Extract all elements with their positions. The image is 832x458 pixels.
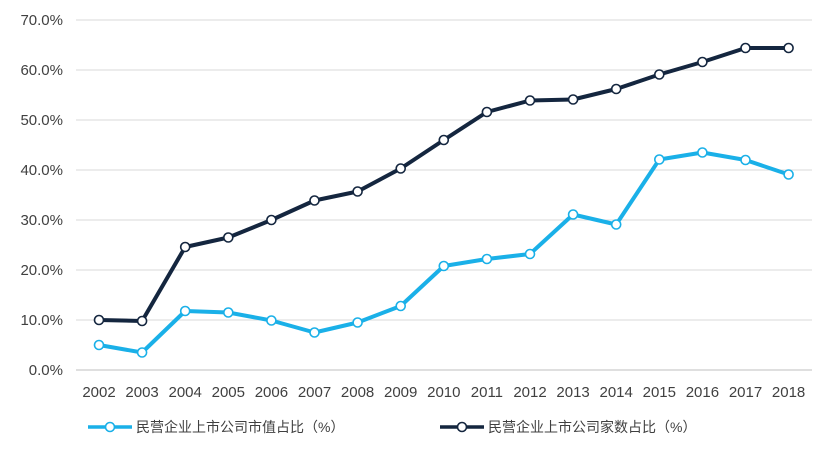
data-point [438, 134, 450, 146]
data-point [223, 307, 234, 318]
y-tick-label: 10.0% [20, 312, 63, 329]
data-point [567, 209, 579, 220]
data-point [352, 317, 363, 328]
data-point [266, 214, 277, 226]
legend-item: 民营企业上市公司家数占比（%） [440, 419, 696, 435]
y-tick-label: 50.0% [20, 112, 63, 129]
x-tick-label: 2017 [729, 384, 762, 401]
x-axis-tick-labels: 2002 2003 2004 2005 2006 2007 2008 2009 2010 2011… [82, 384, 805, 401]
data-point [481, 106, 493, 118]
series-line [97, 150, 791, 355]
series-line [97, 46, 791, 323]
gridlines [76, 19, 812, 371]
data-point [740, 154, 751, 166]
data-point [136, 347, 148, 358]
data-point [93, 314, 105, 326]
data-point [395, 163, 407, 174]
x-tick-label: 2007 [298, 384, 331, 401]
x-tick-label: 2011 [471, 384, 503, 401]
series-2 [93, 42, 794, 327]
y-tick-label: 70.0% [20, 12, 63, 29]
data-point [93, 339, 105, 351]
data-point [136, 315, 148, 327]
x-tick-label: 2012 [513, 384, 546, 401]
data-point [395, 300, 407, 312]
data-point [783, 169, 794, 180]
y-tick-label: 0.0% [29, 362, 63, 379]
x-tick-label: 2014 [600, 384, 633, 401]
data-point [740, 42, 751, 54]
data-point [309, 327, 320, 338]
data-point [697, 56, 708, 68]
data-point [524, 248, 536, 260]
series-lines [93, 42, 794, 358]
data-point [653, 69, 665, 80]
x-tick-label: 2010 [427, 384, 460, 401]
legend-label: 民营企业上市公司家数占比（%） [488, 419, 696, 435]
x-tick-label: 2018 [772, 384, 805, 401]
y-axis-tick-labels: 0.0% 10.0% 20.0% 30.0% 40.0% 50.0% 60.0% 70.0% [20, 12, 63, 379]
x-tick-label: 2009 [384, 384, 417, 401]
x-tick-label: 2004 [169, 384, 202, 401]
x-tick-label: 2008 [341, 384, 374, 401]
legend-label: 民营企业上市公司市值占比（%） [136, 419, 344, 435]
data-point [610, 219, 622, 230]
data-point [179, 241, 191, 253]
x-tick-label: 2016 [686, 384, 719, 401]
data-point [567, 94, 579, 105]
legend-marker [456, 421, 468, 433]
x-tick-label: 2013 [556, 384, 589, 401]
data-point [179, 305, 191, 317]
y-tick-label: 30.0% [20, 212, 63, 229]
data-point [524, 95, 536, 106]
data-point [697, 147, 708, 158]
legend-item: 民营企业上市公司市值占比（%） [88, 419, 344, 435]
x-tick-label: 2003 [125, 384, 158, 401]
x-tick-label: 2015 [643, 384, 676, 401]
data-point [653, 154, 665, 165]
data-point [783, 42, 794, 54]
data-point [309, 195, 320, 206]
data-point [223, 232, 234, 243]
data-point [438, 260, 450, 272]
legend: 民营企业上市公司市值占比（%） 民营企业上市公司家数占比（%） [88, 419, 696, 435]
data-point [481, 253, 493, 265]
y-tick-label: 20.0% [20, 262, 63, 279]
data-point [266, 315, 277, 326]
data-point [610, 83, 622, 95]
series-1 [93, 147, 794, 358]
x-tick-label: 2005 [212, 384, 245, 401]
x-tick-label: 2002 [82, 384, 115, 401]
y-tick-label: 40.0% [20, 162, 63, 179]
x-tick-label: 2006 [255, 384, 288, 401]
legend-marker [104, 421, 116, 433]
data-point [352, 186, 363, 197]
y-tick-label: 60.0% [20, 62, 63, 79]
